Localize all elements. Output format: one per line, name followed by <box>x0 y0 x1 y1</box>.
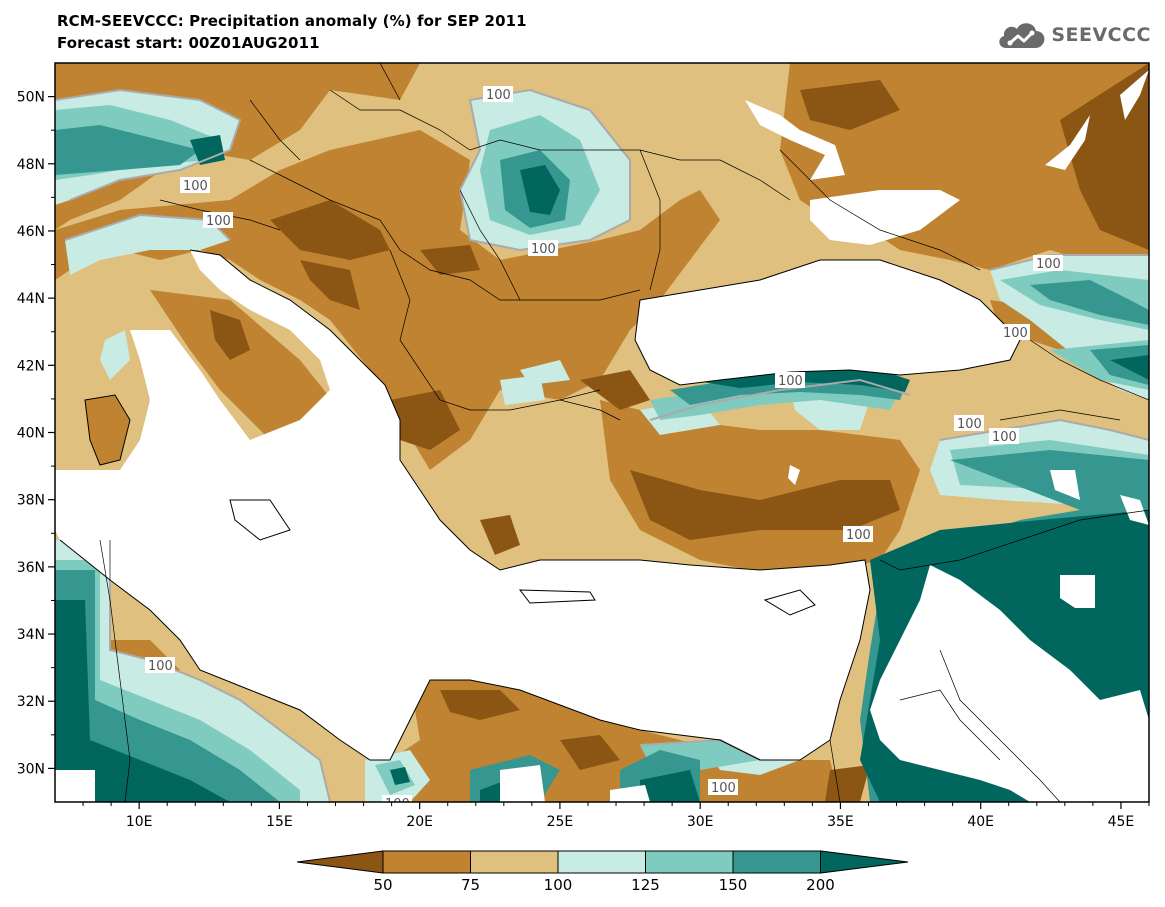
contour-label: 100 <box>486 88 511 103</box>
y-tick-label: 44N <box>17 291 45 307</box>
coastlines <box>59 249 1021 761</box>
x-tick-label: 35E <box>827 814 854 830</box>
forecast-start-label: Forecast start: 00Z01AUG2011 <box>57 34 320 52</box>
field-lt50 <box>210 63 1149 802</box>
y-tick-label: 34N <box>17 627 45 643</box>
seevccc-logo: SEEVCCC <box>996 18 1151 52</box>
colorbar-segment <box>557 850 646 874</box>
y-tick-label: 50N <box>17 90 45 106</box>
cloud-logo-icon <box>999 23 1045 48</box>
y-tick-label: 48N <box>17 157 45 173</box>
colorbar-label: 150 <box>719 876 748 894</box>
x-tick-label: 20E <box>406 814 433 830</box>
colorbar-segment-lt50 <box>296 850 384 874</box>
x-tick-label: 45E <box>1108 814 1135 830</box>
x-tick-label: 10E <box>126 814 153 830</box>
map-field: 100 100 100 100 100 100 100 100 100 100 … <box>55 63 1149 812</box>
x-tick-label: 25E <box>547 814 574 830</box>
colorbar-label: 125 <box>631 876 660 894</box>
contour-label: 100 <box>1036 257 1061 272</box>
map-title: RCM-SEEVCCC: Precipitation anomaly (%) f… <box>57 12 527 30</box>
x-axis: 10E 15E 20E 25E 30E 35E 40E 45E <box>82 802 1150 830</box>
y-tick-label: 36N <box>17 560 45 576</box>
colorbar-label: 50 <box>373 876 392 894</box>
contour-label: 100 <box>183 179 208 194</box>
contour-label: 100 <box>1003 326 1028 341</box>
x-tick-label: 30E <box>687 814 714 830</box>
y-axis: 50N 48N 46N 44N 42N 40N 38N 36N 34N 32N 30N <box>17 90 55 777</box>
contour-label: 100 <box>992 430 1017 445</box>
colorbar-segment <box>382 850 471 874</box>
y-tick-label: 40N <box>17 426 45 442</box>
contour-labels: 100 100 100 100 100 100 100 100 100 100 … <box>145 86 1063 812</box>
logo-text: SEEVCCC <box>1051 24 1151 46</box>
contour-label: 100 <box>385 797 410 812</box>
colorbar-segment-gt200 <box>820 850 909 874</box>
colorbar-segment <box>470 850 559 874</box>
x-tick-label: 40E <box>967 814 994 830</box>
y-tick-label: 30N <box>17 761 45 777</box>
y-tick-label: 42N <box>17 358 45 374</box>
contour-label: 100 <box>711 781 736 796</box>
colorbar-label: 200 <box>806 876 835 894</box>
contour-label: 100 <box>531 242 556 257</box>
contour-label: 100 <box>148 659 173 674</box>
x-tick-label: 15E <box>266 814 293 830</box>
contour-label: 100 <box>778 374 803 389</box>
y-tick-label: 46N <box>17 224 45 240</box>
y-tick-label: 32N <box>17 694 45 710</box>
colorbar-segment <box>732 850 821 874</box>
y-tick-label: 38N <box>17 493 45 509</box>
contour-label: 100 <box>957 417 982 432</box>
colorbar-segment <box>645 850 734 874</box>
contour-label: 100 <box>206 214 231 229</box>
colorbar-label: 100 <box>544 876 573 894</box>
contour-label: 100 <box>846 528 871 543</box>
colorbar-label: 75 <box>461 876 480 894</box>
colorbar: 50 75 100 125 150 200 <box>296 850 909 894</box>
sea-mask <box>55 70 1149 802</box>
